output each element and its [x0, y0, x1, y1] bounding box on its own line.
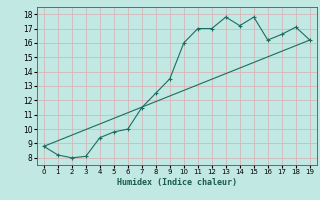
X-axis label: Humidex (Indice chaleur): Humidex (Indice chaleur) — [117, 178, 237, 187]
